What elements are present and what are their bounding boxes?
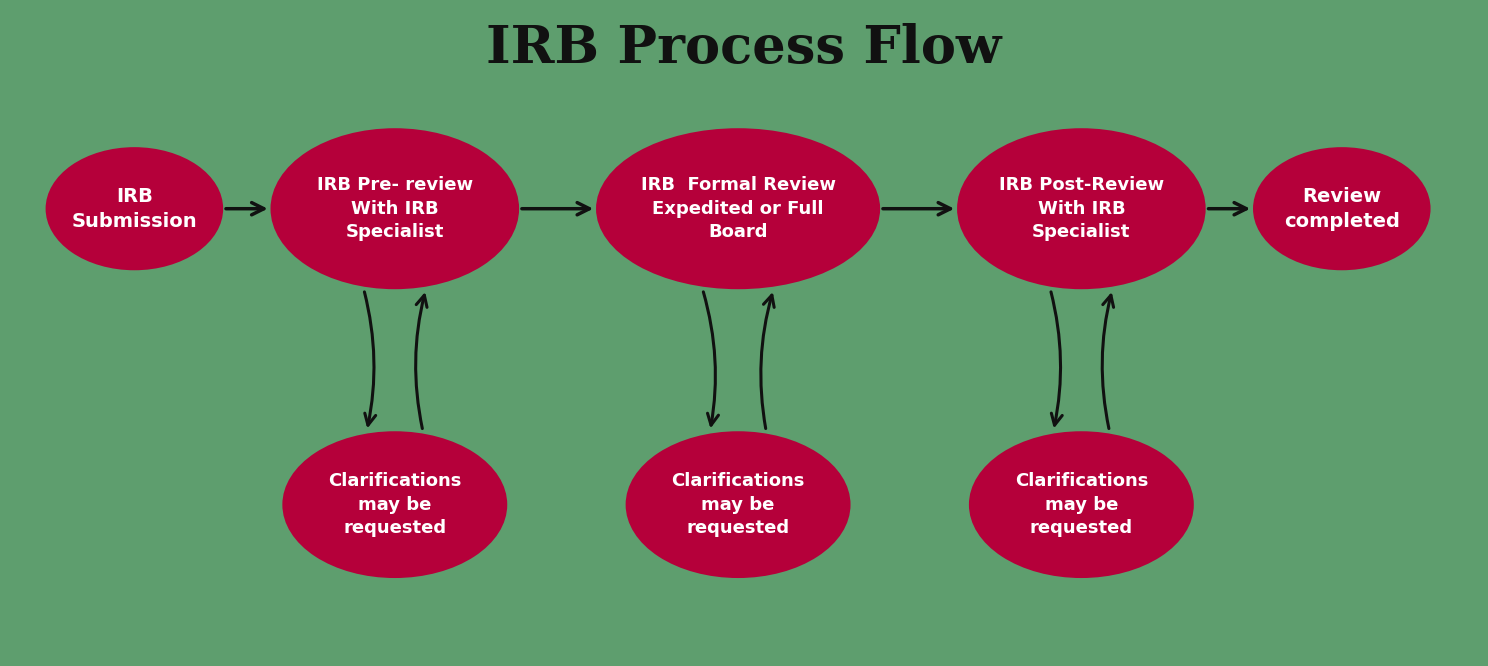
Text: Clarifications
may be
requested: Clarifications may be requested (1015, 472, 1149, 537)
Text: Review
completed: Review completed (1284, 186, 1400, 230)
Ellipse shape (1253, 147, 1430, 270)
Text: IRB  Formal Review
Expedited or Full
Board: IRB Formal Review Expedited or Full Boar… (640, 176, 836, 241)
Ellipse shape (271, 129, 519, 289)
Ellipse shape (283, 432, 507, 578)
Ellipse shape (969, 432, 1193, 578)
Text: IRB Post-Review
With IRB
Specialist: IRB Post-Review With IRB Specialist (998, 176, 1164, 241)
Ellipse shape (625, 432, 851, 578)
Text: Clarifications
may be
requested: Clarifications may be requested (671, 472, 805, 537)
Ellipse shape (597, 129, 879, 289)
Text: IRB Pre- review
With IRB
Specialist: IRB Pre- review With IRB Specialist (317, 176, 473, 241)
Text: Clarifications
may be
requested: Clarifications may be requested (329, 472, 461, 537)
Ellipse shape (46, 147, 223, 270)
Text: IRB
Submission: IRB Submission (71, 186, 198, 230)
Text: IRB Process Flow: IRB Process Flow (487, 23, 1001, 75)
Ellipse shape (957, 129, 1205, 289)
